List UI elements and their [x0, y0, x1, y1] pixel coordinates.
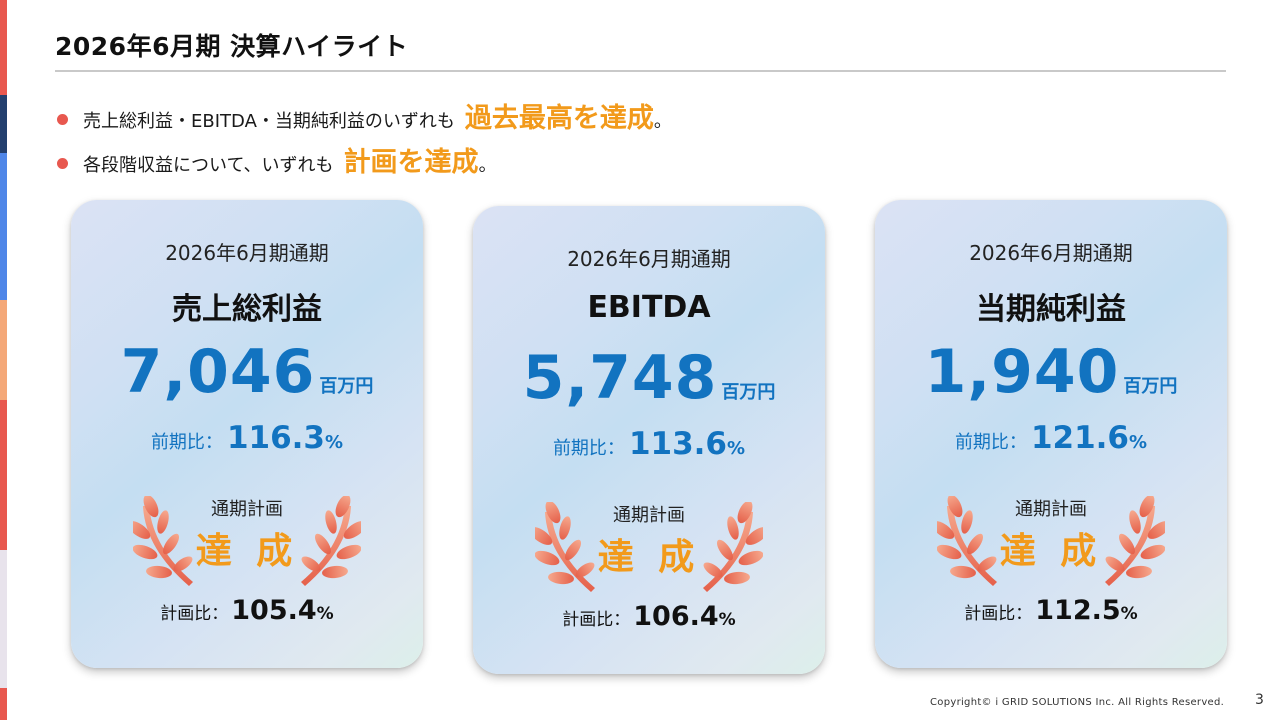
color-bar-segment-red-2 — [0, 400, 7, 550]
card-plan-ratio-label: 計画比： — [562, 610, 631, 630]
laurel-wreath-icon — [937, 496, 1165, 586]
card-plan-label: 通期計画 — [1015, 499, 1087, 520]
card-yoy-label: 前期比： — [552, 438, 625, 459]
card-period: 2026年6月期通期 — [567, 247, 731, 271]
color-bar-segment-blue — [0, 153, 7, 300]
laurel-wreath-icon — [133, 496, 361, 586]
card-plan-label: 通期計画 — [613, 505, 685, 526]
card-value: 5,748 — [522, 343, 718, 413]
card-plan-ratio-value: 105.4 — [231, 595, 317, 626]
bullet-dot-icon — [57, 158, 68, 169]
card-unit: 百万円 — [1123, 376, 1178, 397]
card-period: 2026年6月期通期 — [165, 241, 329, 265]
title-divider — [55, 70, 1226, 72]
card-value-row: 5,748 百万円 — [473, 348, 825, 408]
card-yoy-row: 前期比： 113.6 % — [473, 426, 825, 462]
card-plan-ratio-label: 計画比： — [964, 604, 1033, 624]
bullet-end: 。 — [653, 111, 672, 132]
card-period: 2026年6月期通期 — [969, 241, 1133, 265]
color-bar-segment-lavender — [0, 550, 7, 688]
laurel-wreath-icon — [535, 502, 763, 592]
color-bar-segment-red-3 — [0, 688, 7, 720]
card-value-row: 7,046 百万円 — [71, 342, 423, 402]
card-yoy-label: 前期比： — [150, 432, 223, 453]
card-yoy-value: 113.6 — [628, 426, 727, 462]
card-unit: 百万円 — [319, 376, 374, 397]
bullet-dot-icon — [57, 114, 68, 125]
card-yoy-row: 前期比： 116.3 % — [71, 420, 423, 456]
card-plan-ratio-value: 106.4 — [633, 601, 719, 632]
card-plan-ratio-row: 計画比： 106.4 % — [473, 601, 825, 632]
card-yoy-percent: % — [1129, 432, 1148, 453]
card-plan-ratio-value: 112.5 — [1035, 595, 1121, 626]
card-plan-ratio-percent: % — [316, 604, 334, 624]
card-yoy-label: 前期比： — [954, 432, 1027, 453]
page-title: 2026年6月期 決算ハイライト — [55, 32, 409, 61]
color-bar-segment-red — [0, 0, 7, 95]
card-yoy-row: 前期比： 121.6 % — [875, 420, 1227, 456]
card-metric-title: EBITDA — [587, 290, 711, 325]
card-plan-ratio-label: 計画比： — [160, 604, 229, 624]
card-plan-ratio-row: 計画比： 105.4 % — [71, 595, 423, 626]
bullet-end: 。 — [478, 155, 497, 176]
card-plan-ratio-percent: % — [1120, 604, 1138, 624]
card-achieved-label: 達 成 — [597, 537, 701, 578]
bullet-highlight: 過去最高を達成 — [464, 103, 654, 134]
card-plan-ratio-percent: % — [718, 610, 736, 630]
card-yoy-percent: % — [325, 432, 344, 453]
copyright-text: Copyright© i GRID SOLUTIONS Inc. All Rig… — [930, 697, 1225, 708]
card-gross-profit: 2026年6月期通期 売上総利益 7,046 百万円 前期比： 116.3 % — [71, 200, 423, 668]
page-number: 3 — [1255, 692, 1264, 708]
card-yoy-value: 116.3 — [226, 420, 325, 456]
card-ebitda: 2026年6月期通期 EBITDA 5,748 百万円 前期比： 113.6 % — [473, 206, 825, 674]
color-bar-segment-navy — [0, 95, 7, 153]
card-metric-title: 売上総利益 — [172, 292, 322, 327]
bullet-text: 売上総利益・EBITDA・当期純利益のいずれも — [83, 111, 455, 132]
card-value: 7,046 — [120, 337, 316, 407]
card-value-row: 1,940 百万円 — [875, 342, 1227, 402]
card-net-income: 2026年6月期通期 当期純利益 1,940 百万円 前期比： 121.6 % — [875, 200, 1227, 668]
card-value: 1,940 — [924, 337, 1120, 407]
color-bar-segment-peach — [0, 300, 7, 400]
bullet-record-high: 売上総利益・EBITDA・当期純利益のいずれも 過去最高を達成 。 — [57, 96, 672, 135]
card-yoy-percent: % — [727, 438, 746, 459]
card-achieved-label: 達 成 — [999, 531, 1103, 572]
card-yoy-value: 121.6 — [1030, 420, 1129, 456]
bullet-plan-achieved: 各段階収益について、いずれも 計画を達成 。 — [57, 140, 497, 179]
left-color-bar — [0, 0, 7, 720]
card-achieved-label: 達 成 — [195, 531, 299, 572]
card-plan-ratio-row: 計画比： 112.5 % — [875, 595, 1227, 626]
bullet-highlight: 計画を達成 — [343, 147, 479, 178]
card-metric-title: 当期純利益 — [976, 292, 1126, 327]
card-plan-label: 通期計画 — [211, 499, 283, 520]
bullet-text: 各段階収益について、いずれも — [83, 155, 334, 176]
card-unit: 百万円 — [721, 382, 776, 403]
